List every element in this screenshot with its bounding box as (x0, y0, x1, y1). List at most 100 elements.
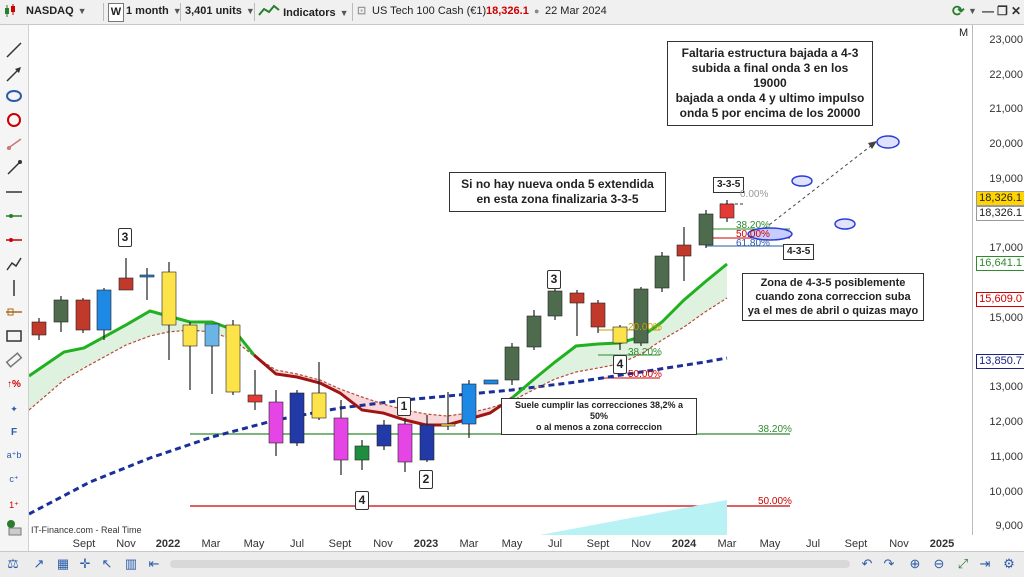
wave-label[interactable]: 4 (613, 355, 627, 374)
circle-icon[interactable] (3, 111, 25, 131)
wave-count-icon[interactable]: ✦ (10, 404, 18, 414)
period-icon[interactable]: W (108, 3, 124, 22)
x-tick: Mar (459, 538, 479, 550)
x-tick: Nov (116, 538, 136, 550)
candle-body (547, 290, 563, 317)
ema-fast-line (29, 309, 256, 378)
candle-body (354, 445, 370, 461)
annotation-line: o al menos a zona correccion (535, 422, 663, 432)
layout-icon[interactable]: ▥ (124, 556, 138, 571)
candle-body (461, 383, 477, 425)
annotation-line: ya el mes de abril o quizas mayo (747, 305, 919, 317)
candle-body (676, 244, 692, 257)
annotation-line: Faltaria estructura bajada a 4-3 (681, 46, 859, 60)
annotation-line: Si no hay nueva onda 5 extendida (461, 177, 654, 191)
x-tick: Jul (289, 538, 305, 550)
red-level-icon[interactable] (3, 231, 25, 251)
undo-icon[interactable]: ↶ (861, 556, 873, 571)
chevron-down-icon[interactable]: ▼ (968, 6, 977, 16)
y-tick: 15,000 (989, 312, 1023, 324)
price-scale-icon[interactable]: ⚖ (7, 556, 19, 571)
candle-body (96, 289, 112, 331)
forecast-annotation[interactable]: Faltaria estructura bajada a 4-3 subida … (667, 41, 873, 126)
wave-123-icon[interactable]: 1⁺ (9, 500, 19, 510)
minimize-icon[interactable]: — (982, 4, 994, 18)
candle-body (161, 271, 177, 326)
label-335[interactable]: 3-3-5 (713, 177, 745, 193)
percent-icon[interactable]: ↑% (7, 379, 21, 390)
target-ellipse (747, 227, 793, 241)
grid-icon[interactable]: ▦ (56, 556, 70, 571)
ellipse-icon[interactable] (3, 87, 25, 107)
symbol-label: NASDAQ (26, 5, 74, 17)
target-ellipse (834, 218, 856, 230)
zoom-in-icon[interactable]: ⊕ (909, 556, 921, 571)
projection-arrow (759, 144, 873, 233)
trendline-icon[interactable] (3, 41, 25, 61)
annotation-line: cuando zona correccion suba (755, 291, 911, 303)
label-435[interactable]: 4-3-5 (783, 244, 815, 260)
annotation-line: Suele cumplir las correcciones 38,2% a 5… (514, 400, 684, 421)
horizontal-line-icon[interactable] (3, 183, 25, 203)
annotation-line: subida a final onda 3 en los 19000 (691, 61, 849, 90)
rectangle-icon[interactable] (3, 327, 25, 347)
wave-label[interactable]: 1 (397, 397, 411, 416)
vertical-line-icon[interactable] (3, 279, 25, 299)
maximize-icon[interactable]: ❐ (997, 4, 1008, 18)
crosshair-icon[interactable]: ✛ (79, 556, 91, 571)
bottom-toolbar: ⚖ ↗ ▦ ✛ ↖ ▥ ⇤ ↶ ↷ ⊕ ⊖ ⤢ ⇥ ⚙ (0, 551, 1024, 577)
scenario-annotation[interactable]: Si no hay nueva onda 5 extendida en esta… (449, 172, 666, 212)
redo-icon[interactable]: ↷ (883, 556, 895, 571)
zoom-out-icon[interactable]: ⊖ (933, 556, 945, 571)
last-price: 18,326.1 (486, 5, 529, 17)
channel-icon[interactable] (3, 135, 25, 155)
candle-body (698, 213, 714, 246)
fibonacci-icon[interactable]: F (10, 427, 18, 438)
scrollbar-track[interactable] (170, 560, 850, 568)
candle-body (397, 423, 413, 463)
scroll-left-icon[interactable]: ⇤ (148, 556, 160, 571)
fib-label: 50.00% (758, 496, 792, 507)
wave-label[interactable]: 3 (118, 228, 132, 247)
ruler-icon[interactable] (3, 351, 25, 371)
candle-body (376, 424, 392, 447)
chart-type-icon[interactable] (4, 3, 15, 20)
cursor-icon[interactable]: ↖ (101, 556, 113, 571)
settings-icon[interactable]: ⚙ (1003, 556, 1015, 571)
x-tick: Nov (631, 538, 651, 550)
chart-style-icon[interactable]: ⊡ (357, 5, 367, 17)
polyline-icon[interactable] (3, 255, 25, 275)
arrow-line-icon[interactable] (3, 65, 25, 85)
wave-c-icon[interactable]: c⁺ (9, 474, 19, 484)
chevron-down-icon: ▼ (172, 6, 182, 16)
zoom-fit-icon[interactable]: ⤢ (957, 556, 969, 571)
green-level-icon[interactable] (3, 207, 25, 227)
wave-label[interactable]: 2 (419, 470, 433, 489)
top-toolbar: NASDAQ ▼ W 1 month ▼ 3,401 units ▼ Indicato… (0, 0, 1024, 25)
refresh-icon[interactable]: ⟳ (952, 3, 965, 20)
y-tick: 10,000 (989, 486, 1023, 498)
units-selector[interactable]: 3,401 units ▼ (185, 3, 255, 20)
indicators-menu[interactable]: Indicators ▼ (258, 3, 349, 20)
node-line-icon[interactable] (3, 159, 25, 179)
wave-abc-icon[interactable]: a⁺b (6, 450, 22, 460)
correction-annotation[interactable]: Suele cumplir las correcciones 38,2% a 5… (501, 398, 697, 435)
scroll-end-icon[interactable]: ⇥ (979, 556, 991, 571)
wave-label[interactable]: 3 (547, 270, 561, 289)
close-icon[interactable]: ✕ (1011, 4, 1022, 18)
y-tick: 12,000 (989, 416, 1023, 428)
share-icon[interactable]: ↗ (33, 556, 45, 571)
timeframe-selector[interactable]: 1 month ▼ (126, 3, 182, 20)
measure-icon[interactable] (3, 303, 25, 323)
candle-body (118, 277, 134, 291)
layers-icon[interactable] (3, 519, 25, 539)
symbol-selector[interactable]: NASDAQ ▼ (26, 3, 87, 20)
zone-annotation[interactable]: Zona de 4-3-5 posiblemente cuando zona c… (742, 273, 924, 321)
wave-label[interactable]: 4 (355, 491, 369, 510)
ema-fast-badge: 16,641.1 (976, 256, 1024, 271)
chevron-down-icon: ▼ (245, 6, 255, 16)
fib-label: 61.80% (736, 238, 770, 249)
candle-body (311, 392, 327, 419)
indicators-icon (258, 3, 280, 23)
price-chart[interactable] (29, 25, 972, 535)
